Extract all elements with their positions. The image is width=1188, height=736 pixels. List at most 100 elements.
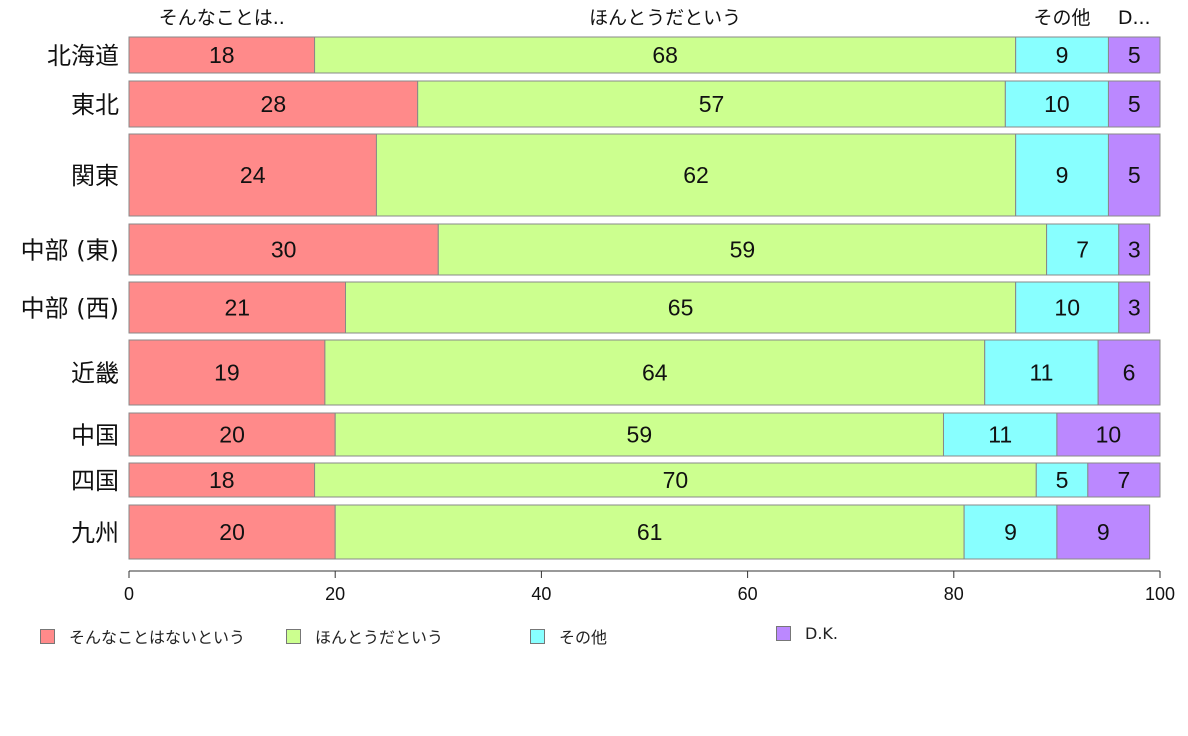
bar-segment [334, 504, 965, 560]
x-tick-label: 100 [1145, 584, 1175, 604]
bar-segment [324, 339, 986, 406]
legend-item: ほんとうだという [286, 624, 443, 648]
data-label: 20 [219, 422, 245, 448]
data-label: 7 [1118, 467, 1131, 493]
category-label: 中国 [71, 422, 119, 450]
data-label: 11 [1029, 360, 1053, 386]
bar-segment [417, 80, 1006, 128]
bar-segment [1118, 223, 1151, 276]
x-tick-label: 20 [325, 584, 345, 604]
category-label: 東北 [71, 91, 119, 119]
data-label: 59 [627, 422, 653, 448]
data-label: 21 [224, 295, 250, 321]
legend: そんなことはないという ほんとうだという その他 D.K. [40, 624, 1140, 648]
bar-segment [942, 412, 1058, 457]
legend-item: そんなことはないという [40, 624, 245, 648]
bar-segment [1035, 462, 1089, 498]
data-label: 30 [271, 237, 297, 263]
legend-item: その他 [530, 624, 607, 648]
data-label: 28 [261, 91, 287, 117]
legend-label: そんなことはないという [69, 628, 246, 647]
bar-segment [1046, 223, 1120, 276]
data-label: 59 [730, 237, 756, 263]
bar-segment [128, 133, 377, 217]
bar-segment [128, 80, 419, 128]
data-label: 61 [637, 519, 663, 545]
bar-segment [1107, 133, 1161, 217]
data-label: 24 [240, 162, 266, 188]
bar-segment [1015, 133, 1109, 217]
series-top-label: そんなことは.. [159, 7, 285, 29]
legend-swatch [776, 626, 791, 641]
data-label: 9 [1004, 519, 1017, 545]
data-label: 62 [683, 162, 709, 188]
legend-label: ほんとうだという [315, 628, 444, 647]
data-label: 9 [1056, 42, 1069, 68]
bar-segment [1056, 412, 1161, 457]
bar-segment [334, 412, 944, 457]
bar-segment [314, 462, 1037, 498]
bar-segment [1118, 281, 1151, 334]
bar-segment [1097, 339, 1161, 406]
data-label: 10 [1054, 295, 1080, 321]
data-label: 11 [988, 422, 1012, 448]
bar-segment [1107, 36, 1161, 74]
series-top-label: その他 [1034, 7, 1091, 29]
legend-swatch [40, 628, 55, 644]
category-label: 中部 (西) [21, 295, 119, 323]
data-label: 9 [1056, 162, 1069, 188]
bar-segment [128, 339, 326, 406]
data-label: 6 [1123, 360, 1136, 386]
legend-label: その他 [559, 628, 608, 647]
data-label: 3 [1128, 295, 1141, 321]
legend-swatch [530, 628, 545, 644]
legend-swatch [286, 628, 301, 644]
data-label: 19 [214, 360, 240, 386]
data-label: 64 [642, 360, 668, 386]
category-label: 四国 [71, 467, 119, 495]
x-tick-label: 40 [531, 584, 551, 604]
series-top-label: D... [1118, 7, 1151, 29]
x-tick-label: 80 [944, 584, 964, 604]
bar-segment [128, 504, 336, 560]
data-label: 3 [1128, 237, 1141, 263]
bar-segment [314, 36, 1017, 74]
bar-segment [437, 223, 1048, 276]
bar-segment [1004, 80, 1109, 128]
bar-segment [128, 223, 439, 276]
category-label: 北海道 [47, 42, 119, 70]
x-tick-label: 60 [738, 584, 758, 604]
series-top-label: ほんとうだという [589, 7, 741, 29]
data-label: 5 [1056, 467, 1069, 493]
data-label: 18 [209, 467, 235, 493]
category-label: 中部 (東) [21, 237, 119, 265]
bar-segment [128, 36, 316, 74]
bar-segment [128, 412, 336, 457]
bar-segment [345, 281, 1017, 334]
category-label: 近畿 [71, 360, 119, 388]
bar-segment [375, 133, 1017, 217]
data-label: 65 [668, 295, 694, 321]
x-tick-label: 0 [124, 584, 134, 604]
data-label: 10 [1044, 91, 1070, 117]
bar-segment [1015, 281, 1120, 334]
data-label: 5 [1128, 42, 1141, 68]
data-label: 5 [1128, 162, 1141, 188]
bar-segment [1056, 504, 1151, 560]
data-label: 18 [209, 42, 235, 68]
category-label: 関東 [71, 162, 119, 190]
bar-segment [1087, 462, 1161, 498]
bar-segment [128, 462, 316, 498]
category-label: 九州 [71, 519, 119, 547]
data-label: 70 [663, 467, 689, 493]
data-label: 10 [1096, 422, 1122, 448]
data-label: 7 [1076, 237, 1089, 263]
data-label: 9 [1097, 519, 1110, 545]
legend-label: D.K. [805, 624, 838, 643]
data-label: 68 [652, 42, 678, 68]
bar-segment [963, 504, 1058, 560]
data-label: 20 [219, 519, 245, 545]
data-label: 57 [699, 91, 725, 117]
data-label: 5 [1128, 91, 1141, 117]
